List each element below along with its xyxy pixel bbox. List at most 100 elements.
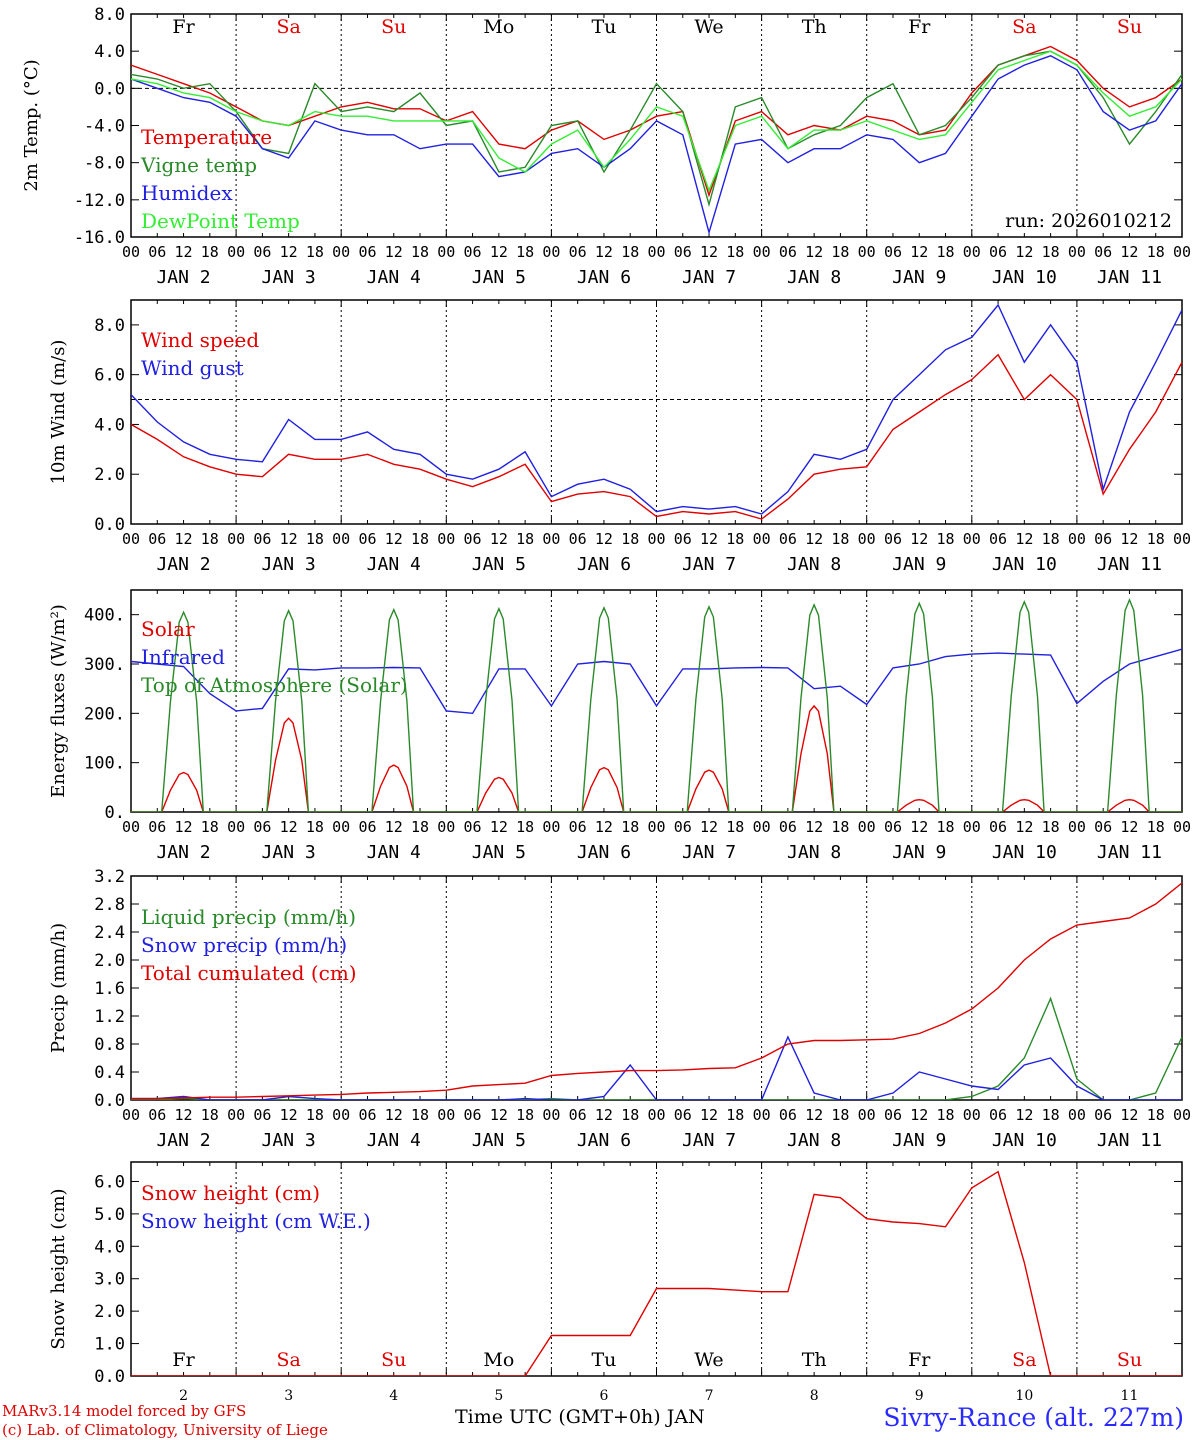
hour-label: 12 bbox=[385, 243, 403, 261]
y-tick-label: 2.0 bbox=[94, 1302, 125, 1322]
y-tick-label: 100. bbox=[84, 754, 125, 774]
day-label: JAN 4 bbox=[367, 842, 421, 863]
y-axis-label: 2m Temp. (°C) bbox=[21, 59, 42, 191]
hour-label: 06 bbox=[464, 818, 482, 836]
day-number-label: 7 bbox=[705, 1388, 714, 1404]
hour-label: 12 bbox=[700, 530, 718, 548]
legend-entry: Total cumulated (cm) bbox=[141, 961, 357, 985]
hour-label: 06 bbox=[674, 243, 692, 261]
hour-label: 00 bbox=[227, 530, 245, 548]
hour-label: 12 bbox=[805, 530, 823, 548]
day-label: JAN 5 bbox=[472, 842, 526, 863]
hour-label: 12 bbox=[700, 243, 718, 261]
day-label: JAN 11 bbox=[1097, 842, 1162, 863]
y-tick-label: 3.2 bbox=[94, 867, 125, 887]
hour-label: 06 bbox=[358, 818, 376, 836]
legend-entry: Solar bbox=[141, 617, 195, 641]
series-line-liquid-precip-mm-h bbox=[131, 996, 1182, 1100]
hour-label: 12 bbox=[175, 1106, 193, 1124]
day-label: JAN 3 bbox=[262, 267, 316, 288]
hour-label: 00 bbox=[858, 530, 876, 548]
hour-label: 18 bbox=[1147, 243, 1165, 261]
y-tick-label: -16.0 bbox=[74, 228, 125, 248]
legend-entry: Humidex bbox=[141, 181, 233, 205]
hour-label: 18 bbox=[201, 530, 219, 548]
hour-label: 06 bbox=[464, 530, 482, 548]
hour-label: 06 bbox=[464, 1106, 482, 1124]
hour-label: 18 bbox=[1042, 243, 1060, 261]
hour-label: 06 bbox=[884, 530, 902, 548]
hour-label: 00 bbox=[858, 1106, 876, 1124]
weekday-label: Tu bbox=[591, 1349, 616, 1371]
y-tick-label: 8.0 bbox=[94, 5, 125, 25]
hour-label: 00 bbox=[753, 243, 771, 261]
day-label: JAN 4 bbox=[367, 267, 421, 288]
day-label: JAN 7 bbox=[682, 842, 736, 863]
y-tick-label: 2.8 bbox=[94, 895, 125, 915]
day-label: JAN 10 bbox=[992, 842, 1057, 863]
hour-label: 06 bbox=[1094, 1106, 1112, 1124]
hour-label: 12 bbox=[385, 1106, 403, 1124]
hour-label: 12 bbox=[1120, 243, 1138, 261]
legend-entry: Top of Atmosphere (Solar) bbox=[141, 673, 408, 697]
hour-label: 12 bbox=[595, 530, 613, 548]
hour-label: 18 bbox=[621, 818, 639, 836]
hour-label: 00 bbox=[437, 818, 455, 836]
day-label: JAN 9 bbox=[892, 842, 946, 863]
hour-label: 00 bbox=[647, 818, 665, 836]
hour-label: 06 bbox=[989, 530, 1007, 548]
y-tick-label: 1.2 bbox=[94, 1007, 125, 1027]
day-label: JAN 8 bbox=[787, 842, 841, 863]
day-number-label: 11 bbox=[1121, 1388, 1139, 1404]
hour-label: 00 bbox=[122, 530, 140, 548]
hour-label: 00 bbox=[332, 1106, 350, 1124]
day-label: JAN 8 bbox=[787, 1130, 841, 1151]
y-tick-label: 1.0 bbox=[94, 1335, 125, 1355]
hour-label: 18 bbox=[831, 818, 849, 836]
hour-label: 12 bbox=[1120, 530, 1138, 548]
series-line-humidex bbox=[131, 55, 1182, 235]
y-axis-label: Precip (mm/h) bbox=[48, 923, 69, 1053]
hour-label: 06 bbox=[464, 243, 482, 261]
series-line-snow-precip-mm-h bbox=[131, 1035, 1182, 1100]
day-label: JAN 11 bbox=[1097, 267, 1162, 288]
hour-label: 06 bbox=[148, 530, 166, 548]
hour-label: 12 bbox=[175, 243, 193, 261]
hour-label: 12 bbox=[910, 243, 928, 261]
day-label: JAN 10 bbox=[992, 554, 1057, 575]
hour-label: 00 bbox=[963, 243, 981, 261]
hour-label: 00 bbox=[437, 1106, 455, 1124]
hour-label: 06 bbox=[884, 243, 902, 261]
y-tick-label: 0.0 bbox=[94, 515, 125, 535]
panel-1: 8.0 4.0 0.0 -4.0 -8.0 -12.0 -16.0 2m Temp. (°C)… bbox=[21, 5, 1191, 288]
hour-label: 12 bbox=[1015, 530, 1033, 548]
hour-label: 06 bbox=[253, 818, 271, 836]
hour-label: 06 bbox=[358, 1106, 376, 1124]
legend-entry: Snow height (cm W.E.) bbox=[141, 1209, 371, 1233]
day-number-label: 3 bbox=[284, 1388, 293, 1404]
hour-label: 12 bbox=[490, 530, 508, 548]
hour-label: 06 bbox=[148, 243, 166, 261]
hour-label: 00 bbox=[542, 243, 560, 261]
y-tick-label: 3.0 bbox=[94, 1270, 125, 1290]
hour-label: 18 bbox=[201, 243, 219, 261]
hour-label: 00 bbox=[437, 243, 455, 261]
y-tick-label: 0.0 bbox=[94, 1367, 125, 1387]
hour-label: 06 bbox=[989, 243, 1007, 261]
hour-label: 00 bbox=[858, 818, 876, 836]
series-line-infrared bbox=[131, 648, 1182, 715]
hour-label: 00 bbox=[1068, 530, 1086, 548]
hour-label: 06 bbox=[779, 818, 797, 836]
station-name: Sivry-Rance (alt. 227m) bbox=[883, 1403, 1184, 1432]
model-credit: MARv3.14 model forced by GFS bbox=[2, 1402, 247, 1420]
day-label: JAN 4 bbox=[367, 1130, 421, 1151]
hour-label: 00 bbox=[753, 818, 771, 836]
hour-label: 00 bbox=[753, 1106, 771, 1124]
y-tick-label: 2.0 bbox=[94, 951, 125, 971]
day-label: JAN 3 bbox=[262, 554, 316, 575]
hour-label: 12 bbox=[385, 818, 403, 836]
day-label: JAN 11 bbox=[1097, 554, 1162, 575]
hour-label: 12 bbox=[175, 530, 193, 548]
hour-label: 00 bbox=[122, 1106, 140, 1124]
y-tick-label: 4.0 bbox=[94, 415, 125, 435]
